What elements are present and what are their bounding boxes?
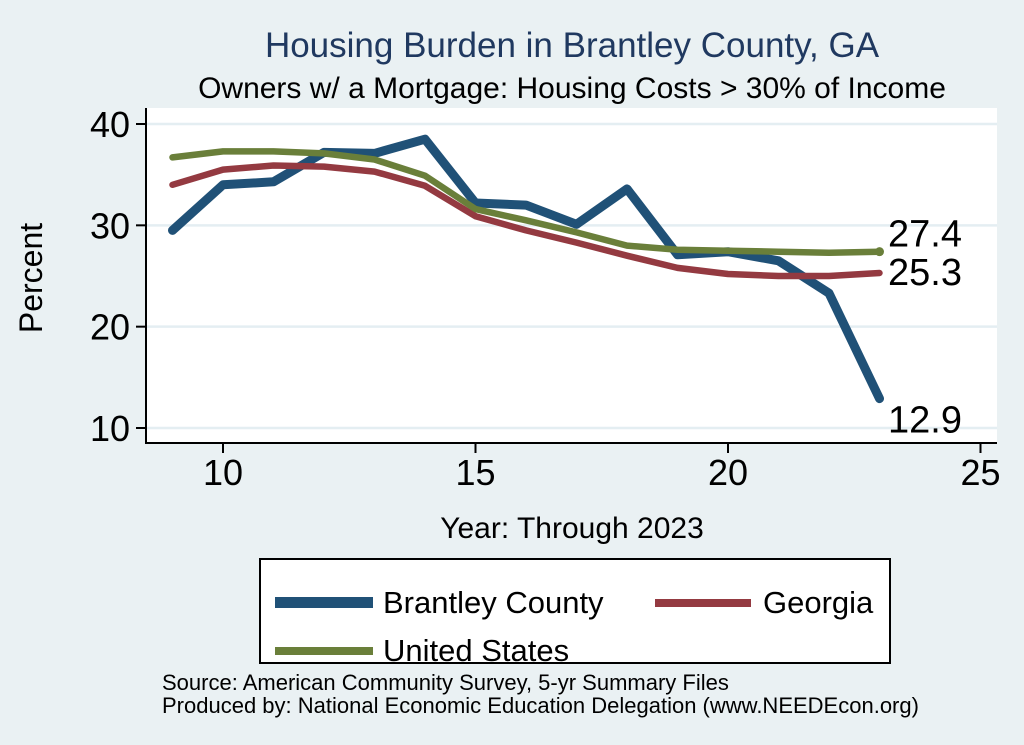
series-line-georgia xyxy=(169,162,883,280)
legend: Brantley County Georgia United States xyxy=(259,558,891,668)
x-axis-title: Year: Through 2023 xyxy=(440,512,704,545)
y-tick-label: 20 xyxy=(90,307,130,348)
source-line: Source: American Community Survey, 5-yr … xyxy=(162,670,729,695)
series-line-brantley-county xyxy=(168,134,884,404)
series-end-marker xyxy=(875,247,884,257)
legend-label-united-states: United States xyxy=(383,633,570,668)
x-tick-label: 15 xyxy=(455,452,495,493)
legend-swatch-united-states xyxy=(275,647,373,655)
produced-by-line: Produced by: National Economic Education… xyxy=(162,693,919,718)
y-tick-label: 40 xyxy=(90,104,130,145)
legend-swatch-georgia xyxy=(655,599,751,607)
x-tick-label: 10 xyxy=(203,452,243,493)
series-end-label-brantley-county: 12.9 xyxy=(888,400,962,442)
y-axis-title: Percent xyxy=(13,223,49,333)
y-tick-label: 10 xyxy=(90,408,130,449)
series-end-label-united-states: 27.4 xyxy=(888,214,962,256)
x-tick-label: 25 xyxy=(960,452,1000,493)
legend-label-brantley-county: Brantley County xyxy=(383,585,604,620)
chart-subtitle: Owners w/ a Mortgage: Housing Costs > 30… xyxy=(198,72,946,105)
series-line-united-states xyxy=(169,148,883,256)
y-tick-label: 30 xyxy=(90,205,130,246)
legend-label-georgia: Georgia xyxy=(763,585,874,620)
chart-canvas: 40 30 20 10 10 15 20 25 Percent 12.9 25.327.4 xyxy=(13,104,1001,493)
chart-title: Housing Burden in Brantley County, GA xyxy=(264,26,880,65)
x-tick-label: 20 xyxy=(708,452,748,493)
series-end-label-georgia: 25.3 xyxy=(888,252,962,294)
legend-swatch-brantley-county xyxy=(275,597,373,608)
source-note: Source: American Community Survey, 5-yr … xyxy=(162,671,919,717)
